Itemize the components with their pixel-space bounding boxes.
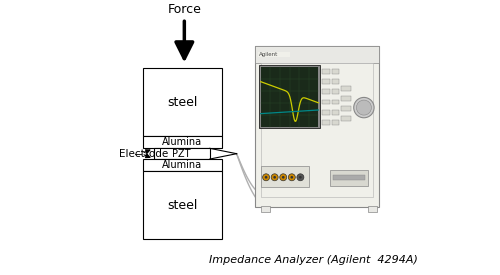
- Bar: [332, 79, 340, 84]
- Bar: [143, 159, 222, 171]
- Bar: [256, 46, 378, 63]
- Circle shape: [354, 97, 374, 118]
- Circle shape: [271, 174, 278, 181]
- Circle shape: [274, 176, 276, 179]
- Bar: [368, 206, 378, 212]
- Circle shape: [356, 100, 372, 115]
- Text: steel: steel: [167, 96, 198, 109]
- Bar: [322, 69, 330, 74]
- Bar: [332, 100, 340, 104]
- Circle shape: [262, 174, 270, 181]
- Circle shape: [299, 176, 302, 179]
- Bar: [322, 110, 330, 115]
- Circle shape: [290, 176, 293, 179]
- Bar: [143, 171, 222, 240]
- Bar: [330, 170, 368, 186]
- Text: Electrode: Electrode: [118, 149, 168, 159]
- Text: steel: steel: [167, 199, 198, 212]
- Bar: [260, 67, 318, 127]
- Text: Impedance Analyzer (Agilent  4294A): Impedance Analyzer (Agilent 4294A): [208, 255, 418, 265]
- Text: Alumina: Alumina: [162, 160, 202, 170]
- Text: Agilent: Agilent: [260, 52, 278, 57]
- Bar: [341, 106, 350, 111]
- Bar: [143, 136, 222, 148]
- Bar: [341, 96, 350, 101]
- Circle shape: [280, 174, 286, 181]
- Bar: [332, 110, 340, 115]
- Bar: [154, 148, 210, 159]
- Bar: [341, 116, 350, 121]
- Circle shape: [297, 174, 304, 181]
- Bar: [322, 89, 330, 94]
- Bar: [333, 175, 365, 180]
- Bar: [332, 69, 340, 74]
- Bar: [332, 89, 340, 94]
- Bar: [260, 166, 309, 187]
- Text: Alumina: Alumina: [162, 137, 202, 147]
- Bar: [260, 63, 374, 197]
- Bar: [143, 68, 222, 136]
- Bar: [260, 206, 270, 212]
- Text: Force: Force: [168, 3, 202, 16]
- Circle shape: [288, 174, 296, 181]
- Circle shape: [282, 176, 284, 179]
- Bar: [260, 65, 320, 128]
- Bar: [322, 120, 330, 125]
- Bar: [322, 79, 330, 84]
- Bar: [258, 52, 290, 57]
- Bar: [256, 46, 378, 207]
- Bar: [332, 120, 340, 125]
- Circle shape: [264, 176, 268, 179]
- Bar: [322, 100, 330, 104]
- Bar: [341, 86, 350, 90]
- Text: PZT: PZT: [172, 149, 191, 159]
